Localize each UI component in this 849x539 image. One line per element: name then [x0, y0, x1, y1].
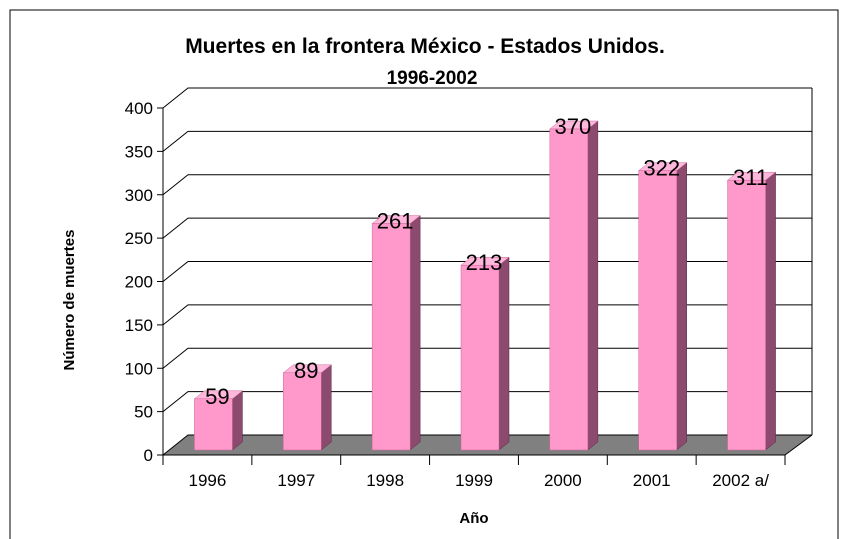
- y-tick-label: 0: [144, 446, 153, 465]
- grid-line: [162, 130, 812, 152]
- bar-side: [409, 215, 421, 451]
- bar: [371, 223, 411, 451]
- x-axis-label: Año: [459, 510, 488, 527]
- value-label: 311: [733, 165, 768, 190]
- bar-side: [765, 171, 776, 451]
- grid-line: [162, 304, 812, 326]
- y-tick-label: 250: [125, 229, 153, 248]
- bar-side: [232, 390, 243, 451]
- value-label: 322: [643, 156, 680, 181]
- y-tick-label: 350: [125, 142, 153, 161]
- y-tick-label: 100: [125, 359, 153, 378]
- value-label: 213: [466, 250, 503, 275]
- x-tick-label: 2002 a/: [712, 471, 769, 490]
- x-tick-label: 1996: [189, 471, 227, 490]
- y-axis-label: Número de muertes: [61, 230, 78, 371]
- x-tick-label: 2000: [544, 471, 582, 490]
- bar-side: [587, 120, 599, 451]
- y-tick-label: 300: [125, 186, 153, 205]
- y-tick-label: 200: [125, 273, 153, 292]
- y-tick-label: 50: [134, 403, 153, 422]
- grid-line: [162, 87, 812, 109]
- grid-line: [162, 261, 812, 282]
- value-label: 89: [294, 358, 318, 383]
- grid-line: [162, 391, 812, 413]
- value-label: 261: [377, 209, 414, 234]
- x-tick-label: 1997: [277, 471, 315, 490]
- bar: [283, 372, 322, 451]
- x-tick-label: 1998: [366, 471, 404, 490]
- x-tick-label: 2001: [633, 471, 671, 490]
- bar: [460, 264, 500, 451]
- grid-line: [162, 174, 812, 196]
- x-tick-label: 1999: [455, 471, 493, 490]
- value-label: 370: [554, 114, 591, 139]
- bar: [549, 128, 589, 451]
- grid-line: [162, 217, 812, 239]
- bar-side: [676, 162, 687, 451]
- x-axis-depth: [784, 434, 813, 456]
- grid-line: [162, 434, 812, 456]
- chart-title: Muertes en la frontera México - Estados …: [185, 35, 665, 58]
- bar: [194, 398, 233, 451]
- bar: [727, 179, 766, 451]
- chart-subtitle: 1996-2002: [387, 68, 478, 89]
- y-tick-label: 150: [125, 316, 153, 335]
- bar: [638, 170, 677, 451]
- bar-side: [498, 256, 510, 451]
- bar-side: [321, 364, 332, 451]
- grid-line: [162, 347, 812, 369]
- y-tick-label: 400: [125, 99, 153, 118]
- value-label: 59: [205, 384, 229, 409]
